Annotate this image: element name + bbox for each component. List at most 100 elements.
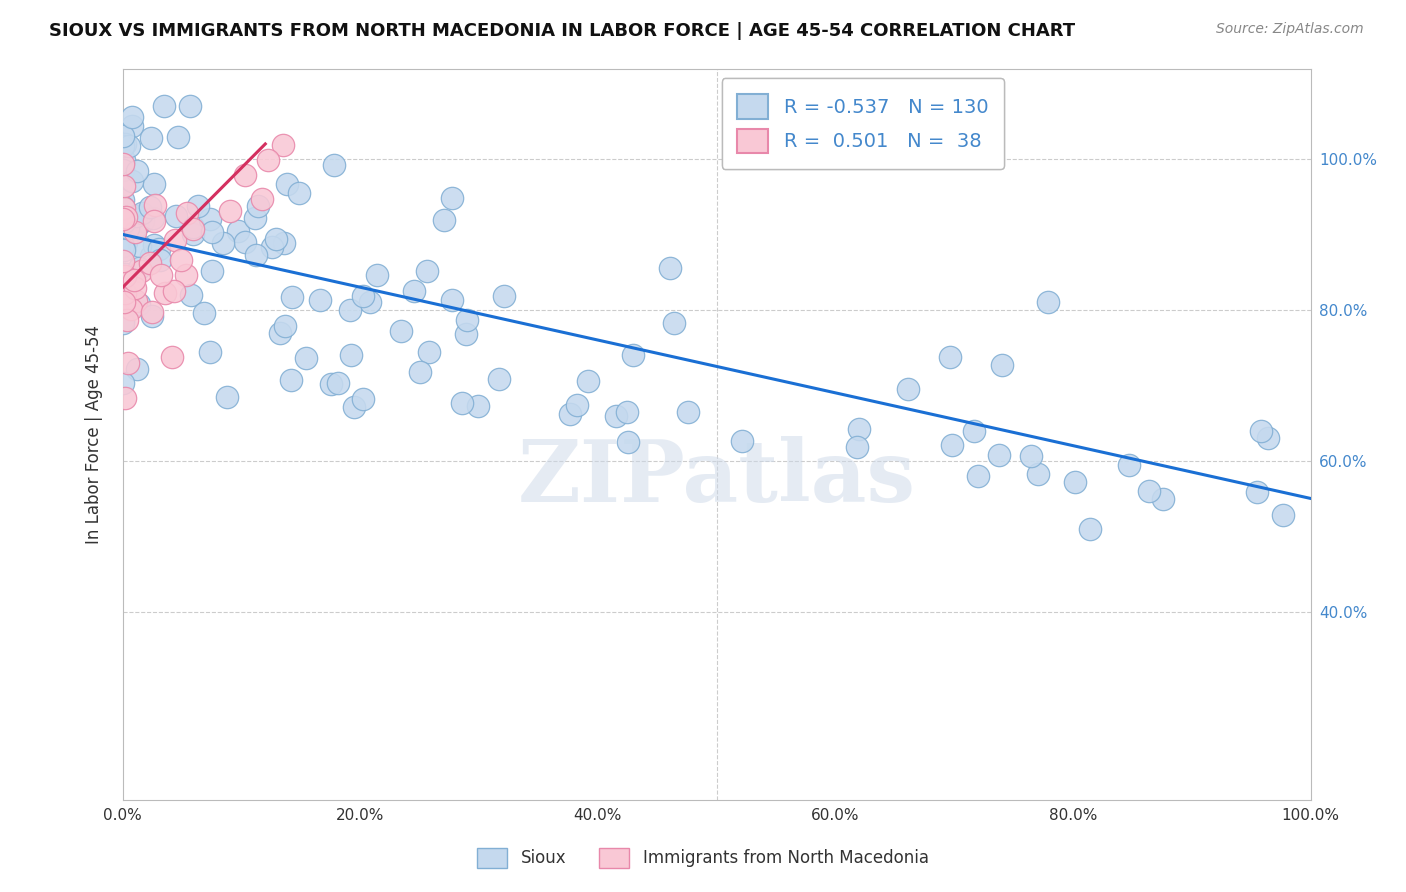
Point [142,238,165,252]
Point [120,302,142,317]
Point [1271,508,1294,522]
Point [323,158,346,172]
Point [153,286,176,301]
Point [174,268,197,282]
Point [281,290,304,304]
Point [226,224,249,238]
Point [143,198,166,212]
Point [340,348,363,362]
Point [114,210,136,224]
Point [1019,449,1042,463]
Point [125,293,148,308]
Point [124,225,146,239]
Point [467,399,489,413]
Point [662,316,685,330]
Point [121,119,143,133]
Point [117,312,139,326]
Point [180,288,202,302]
Point [162,350,184,364]
Point [200,264,222,278]
Point [121,174,143,188]
Point [321,377,343,392]
Point [402,285,425,299]
Point [143,214,166,228]
Point [167,129,190,144]
Point [118,138,141,153]
Point [115,235,138,250]
Point [112,201,135,215]
Point [938,350,960,364]
Point [112,200,135,214]
Point [264,232,287,246]
Point [165,210,187,224]
Point [1063,475,1085,489]
Point [359,294,381,309]
Point [114,137,136,152]
Point [966,469,988,483]
Point [456,326,478,341]
Point [988,448,1011,462]
Point [139,200,162,214]
Point [117,356,139,370]
Point [141,309,163,323]
Point [163,233,186,247]
Point [352,289,374,303]
Point [246,198,269,212]
Point [1257,431,1279,445]
Point [129,238,152,252]
Point [212,235,235,250]
Point [273,236,295,251]
Point [121,111,143,125]
Point [215,390,238,404]
Point [148,253,170,268]
Point [181,222,204,236]
Point [200,345,222,359]
Point [451,395,474,409]
Point [152,99,174,113]
Point [111,193,134,207]
Point [250,192,273,206]
Point [295,351,318,365]
Point [125,164,148,178]
Point [245,248,267,262]
Point [605,409,627,424]
Point [271,137,294,152]
Point [193,306,215,320]
Point [112,215,135,229]
Point [845,440,868,454]
Point [1038,295,1060,310]
Point [352,392,374,406]
Point [1078,523,1101,537]
Point [492,289,515,303]
Point [112,243,135,257]
Point [124,209,146,223]
Point [617,434,640,449]
Point [114,269,136,284]
Point [125,219,148,233]
Text: ZIPatlas: ZIPatlas [517,436,915,520]
Point [339,302,361,317]
Point [169,253,191,268]
Point [124,281,146,295]
Point [565,398,588,412]
Point [111,129,134,144]
Point [128,261,150,276]
Point [418,344,440,359]
Point [658,261,681,276]
Point [114,391,136,405]
Point [111,270,134,285]
Point [343,401,366,415]
Point [257,153,280,168]
Point [1250,424,1272,438]
Point [897,382,920,396]
Point [131,263,153,277]
Point [112,295,135,310]
Point [114,293,136,307]
Point [148,242,170,256]
Point [114,286,136,301]
Point [280,372,302,386]
Point [111,312,134,326]
Point [245,211,267,225]
Point [117,221,139,235]
Point [731,434,754,448]
